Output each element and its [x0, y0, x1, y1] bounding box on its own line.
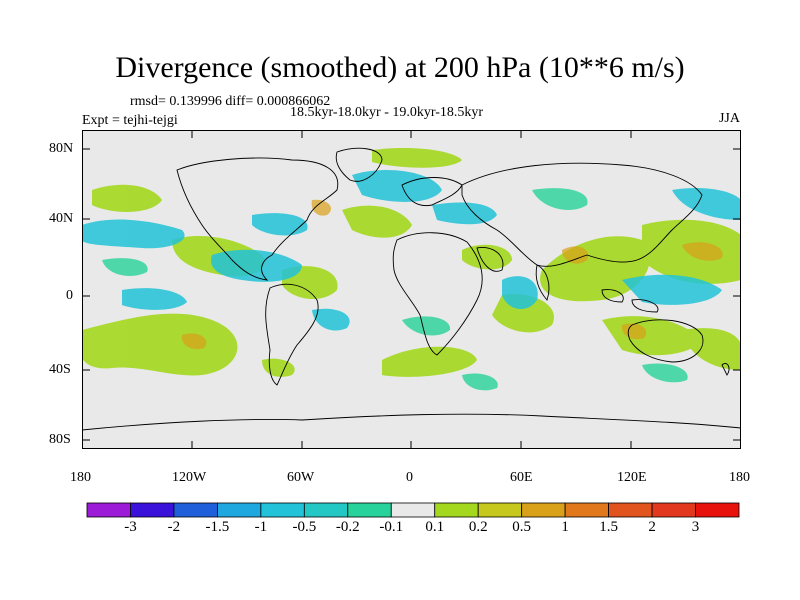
lon-tick-180w: 180	[70, 470, 91, 485]
colorbar-label: 0.5	[512, 519, 532, 535]
colorbar-box	[477, 502, 523, 518]
colorbar-label: 1	[561, 519, 569, 535]
colorbar-box	[303, 502, 349, 518]
colorbar-label: -0.2	[335, 519, 360, 535]
colorbar-box	[521, 502, 566, 518]
lon-tick-180e: 180	[729, 470, 750, 485]
lon-tick-0: 0	[406, 470, 413, 485]
lat-tick-0: 0	[66, 288, 73, 303]
colorbar	[86, 502, 740, 518]
colorbar-label: 1.5	[599, 519, 618, 535]
colorbar-box	[695, 502, 740, 518]
negative-divergence-areas	[82, 170, 741, 331]
lon-tick-120w: 120W	[172, 470, 207, 485]
colorbar-box	[608, 502, 653, 518]
colorbar-label: -0.5	[292, 519, 317, 535]
colorbar-label: 2	[648, 519, 656, 535]
experiment-label: Expt = tejhi-tejgi	[82, 113, 178, 128]
coastlines	[82, 147, 741, 431]
lon-tick-120e: 120E	[617, 470, 647, 485]
divergence-map	[82, 130, 741, 449]
colorbar-label: -1.5	[205, 519, 230, 535]
colorbar-label: -2	[167, 519, 181, 535]
colorbar-box	[434, 502, 479, 518]
lat-tick-40s: 40S	[49, 362, 71, 377]
lat-tick-80s: 80S	[49, 432, 71, 447]
colorbar-label: -1	[254, 519, 268, 535]
colorbar-box	[130, 502, 175, 518]
colorbar-box	[651, 502, 696, 518]
colorbar-box	[564, 502, 609, 518]
lat-tick-40n: 40N	[49, 211, 74, 226]
colorbar-box	[390, 502, 436, 518]
colorbar-box	[216, 502, 262, 518]
lat-tick-80n: 80N	[49, 141, 74, 156]
page-title: Divergence (smoothed) at 200 hPa (10**6 …	[115, 51, 685, 84]
colorbar-label: 0.1	[425, 519, 445, 535]
colorbar-box	[173, 502, 218, 518]
axis-ticks	[82, 130, 741, 449]
season-label: JJA	[718, 111, 740, 126]
stats-label: rmsd= 0.139996 diff= 0.000866062	[130, 94, 331, 109]
colorbar-box	[260, 502, 305, 518]
strong-positive-areas	[181, 199, 723, 350]
colorbar-label: 0.2	[468, 519, 488, 535]
colorbar-label: -0.1	[379, 519, 404, 535]
colorbar-label: 3	[691, 519, 700, 535]
colorbar-label: -3	[124, 519, 137, 535]
colorbar-box	[347, 502, 392, 518]
colorbar-box	[86, 502, 131, 518]
lon-tick-60w: 60W	[287, 470, 315, 485]
lon-tick-60e: 60E	[510, 470, 533, 485]
period-label: 18.5kyr-18.0kyr - 19.0kyr-18.5kyr	[290, 105, 484, 120]
light-negative-areas	[102, 188, 688, 391]
